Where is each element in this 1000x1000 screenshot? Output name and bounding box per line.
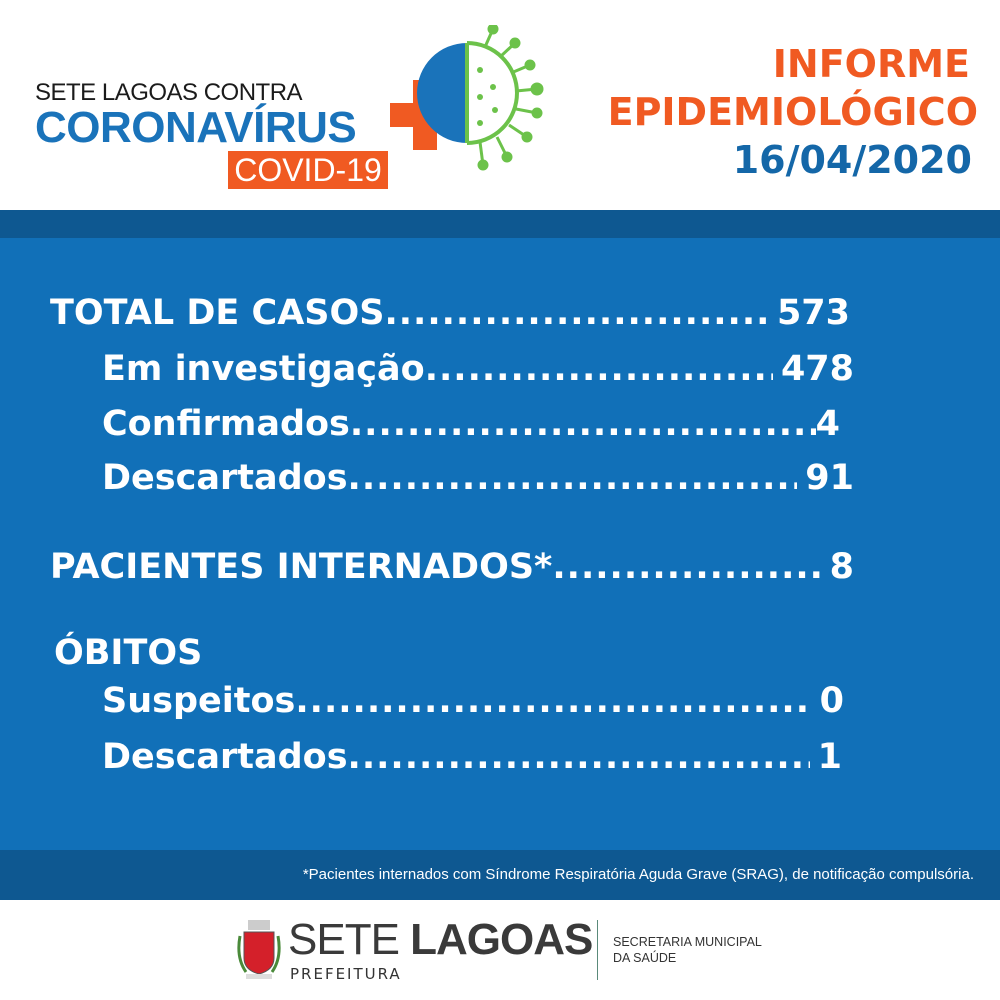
stat-label: Descartados: [102, 458, 348, 498]
campaign-logo: SETE LAGOAS CONTRA CORONAVÍRUS COVID-19: [35, 25, 555, 195]
stat-label: Confirmados: [102, 404, 350, 444]
top-band: [0, 210, 1000, 238]
dot-leader: [384, 292, 768, 334]
virus-plus-icon: [390, 25, 544, 171]
stat-label: TOTAL DE CASOS: [50, 293, 385, 333]
logo-line2: CORONAVÍRUS: [35, 103, 357, 152]
stat-value: 0: [819, 681, 844, 721]
covid-badge: COVID-19: [228, 151, 388, 189]
footer: [0, 900, 1000, 1000]
stat-hospitalized: PACIENTES INTERNADOS* 8: [50, 546, 854, 588]
stat-label: Suspeitos: [102, 681, 296, 721]
dot-leader: [350, 403, 816, 445]
title-line1: INFORME: [772, 42, 970, 86]
report-date: 16/04/2020: [732, 138, 972, 182]
title-line2: EPIDEMIOLÓGICO: [607, 90, 978, 134]
stat-discarded: Descartados 91: [102, 457, 854, 499]
city-name-part1: SETE: [288, 915, 400, 964]
stat-investigation: Em investigação 478: [102, 348, 854, 390]
city-name: SETE LAGOAS: [288, 915, 593, 964]
dot-leader: [348, 736, 810, 778]
city-name-part2: LAGOAS: [410, 915, 593, 964]
dot-leader: [295, 680, 811, 722]
health-secretariat: SECRETARIA MUNICIPAL DA SAÚDE: [613, 934, 762, 966]
footnote-band: [0, 850, 1000, 900]
prefeitura-label: PREFEITURA: [290, 965, 402, 983]
stat-label: Em investigação: [102, 349, 425, 389]
stat-value: 8: [829, 547, 854, 587]
footnote: *Pacientes internados com Síndrome Respi…: [302, 866, 974, 883]
dot-leader: [552, 546, 821, 588]
header: SETE LAGOAS CONTRA CORONAVÍRUS COVID-19 …: [0, 0, 1000, 210]
stat-confirmed: Confirmados 4: [102, 403, 840, 445]
secretariat-line2: DA SAÚDE: [613, 951, 677, 965]
logo-line1: SETE LAGOAS CONTRA: [35, 79, 303, 106]
report-title: INFORME EPIDEMIOLÓGICO 16/04/2020: [608, 40, 978, 184]
stat-value: 91: [805, 458, 854, 498]
stat-deaths-discarded: Descartados 1: [102, 736, 842, 778]
stat-value: 4: [815, 404, 840, 444]
deaths-heading: ÓBITOS: [54, 633, 203, 673]
secretariat-line1: SECRETARIA MUNICIPAL: [613, 935, 762, 949]
dot-leader: [348, 457, 798, 499]
stat-total-cases: TOTAL DE CASOS 573: [50, 292, 850, 334]
stat-label: Descartados: [102, 737, 348, 777]
stat-value: 1: [817, 737, 842, 777]
stat-value: 478: [780, 349, 854, 389]
city-crest-icon: [237, 920, 281, 979]
stat-value: 573: [776, 293, 850, 333]
footer-divider: [597, 920, 598, 980]
stat-label: PACIENTES INTERNADOS*: [50, 547, 553, 587]
dot-leader: [425, 348, 773, 390]
stat-deaths-suspected: Suspeitos 0: [102, 680, 844, 722]
